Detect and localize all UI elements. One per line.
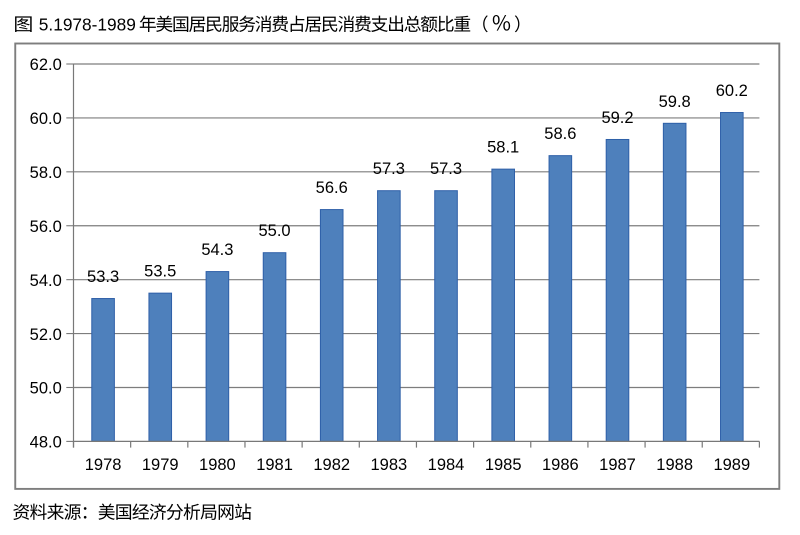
svg-text:48.0: 48.0 bbox=[30, 434, 62, 452]
svg-text:1984: 1984 bbox=[428, 456, 465, 474]
svg-text:54.3: 54.3 bbox=[201, 241, 233, 259]
svg-text:58.1: 58.1 bbox=[487, 139, 519, 157]
svg-text:55.0: 55.0 bbox=[258, 222, 290, 240]
svg-text:59.2: 59.2 bbox=[601, 109, 633, 127]
svg-text:1988: 1988 bbox=[656, 456, 693, 474]
svg-text:1986: 1986 bbox=[542, 456, 579, 474]
svg-text:58.0: 58.0 bbox=[30, 164, 62, 182]
svg-text:1980: 1980 bbox=[199, 456, 236, 474]
svg-text:60.0: 60.0 bbox=[30, 110, 62, 128]
svg-text:54.0: 54.0 bbox=[30, 272, 62, 290]
svg-text:57.3: 57.3 bbox=[430, 160, 462, 178]
svg-text:1983: 1983 bbox=[371, 456, 408, 474]
svg-text:1985: 1985 bbox=[485, 456, 522, 474]
svg-text:1978: 1978 bbox=[85, 456, 122, 474]
svg-text:1982: 1982 bbox=[313, 456, 350, 474]
svg-text:58.6: 58.6 bbox=[544, 125, 576, 143]
svg-text:5.1978-1989: 5.1978-1989 bbox=[39, 15, 136, 35]
svg-text:62.0: 62.0 bbox=[30, 56, 62, 74]
svg-text:56.0: 56.0 bbox=[30, 218, 62, 236]
svg-text:56.6: 56.6 bbox=[316, 179, 348, 197]
svg-text:1979: 1979 bbox=[142, 456, 179, 474]
svg-text:1987: 1987 bbox=[599, 456, 636, 474]
svg-text:1981: 1981 bbox=[256, 456, 293, 474]
svg-text:52.0: 52.0 bbox=[30, 326, 62, 344]
svg-text:50.0: 50.0 bbox=[30, 380, 62, 398]
svg-text:1989: 1989 bbox=[713, 456, 750, 474]
svg-text:60.2: 60.2 bbox=[716, 82, 748, 100]
svg-text:57.3: 57.3 bbox=[373, 160, 405, 178]
svg-text:59.8: 59.8 bbox=[659, 93, 691, 111]
svg-text:53.5: 53.5 bbox=[144, 263, 176, 281]
svg-text:53.3: 53.3 bbox=[87, 268, 119, 286]
